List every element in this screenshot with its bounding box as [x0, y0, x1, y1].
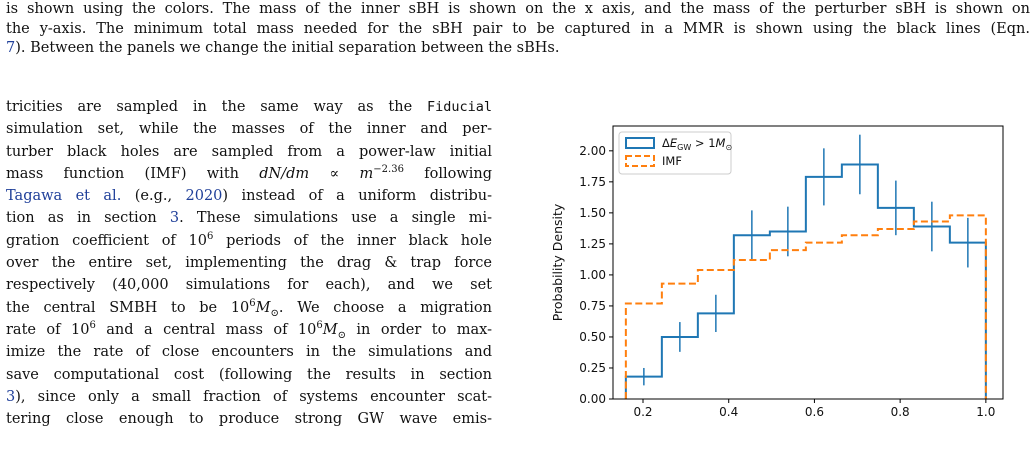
citation-link[interactable]: Tagawa et al. — [6, 188, 122, 205]
figure-caption: is shown using the colors. The mass of t… — [6, 0, 1030, 59]
equation-link[interactable]: 7 — [6, 40, 16, 56]
text-line: imize the rate of close encounters in th… — [6, 344, 492, 361]
text-line: turber black holes are sampled from a po… — [6, 143, 492, 160]
x-tick-label: 0.6 — [805, 405, 824, 419]
x-tick-label: 0.2 — [633, 405, 652, 419]
caption-line: is shown using the colors. The mass of t… — [6, 1, 1030, 17]
y-axis-label: Probability Density — [550, 203, 565, 321]
y-tick-label: 2.00 — [579, 144, 606, 158]
text-line: gration coefficient of 106 periods of th… — [6, 230, 492, 249]
gw-histogram-line — [624, 163, 987, 399]
x-axis-label: Mass Ratio — [774, 420, 842, 422]
legend-box — [618, 131, 732, 175]
caption-line: 7). Between the panels we change the ini… — [6, 40, 560, 56]
y-tick-label: 1.25 — [579, 237, 606, 251]
text-line: respectively (40,000 simulations for eac… — [6, 277, 492, 294]
text-line: the central SMBH to be 106M⊙. We choose … — [6, 297, 493, 319]
text-line: tion as in section 3. These simulations … — [6, 210, 492, 227]
simulation-set-name: Fiducial — [426, 99, 492, 115]
x-tick-label: 0.8 — [891, 405, 910, 419]
text-line: mass function (IMF) with dN/dm ∝ m−2.36 … — [6, 164, 492, 182]
legend-swatch-imf — [625, 155, 655, 167]
x-tick-label: 0.4 — [719, 405, 738, 419]
y-tick-label: 0.50 — [579, 330, 606, 344]
text-line: simulation set, while the masses of the … — [6, 121, 492, 138]
section-link[interactable]: 3 — [169, 210, 180, 227]
plot-frame — [612, 125, 1004, 400]
legend-label-gw: ΔEGW > 1M⊙ — [662, 136, 732, 152]
text-line: save computational cost (following the r… — [6, 366, 492, 383]
text-line: 3), since only a small fraction of syste… — [6, 388, 492, 405]
y-tick-label: 1.50 — [579, 206, 606, 220]
mass-ratio-histogram: 0.2 0.4 0.6 0.8 1.0 0.00 0.25 0.50 0.75 1.00 1.25 1… — [550, 125, 1004, 422]
text-line: over the entire set, implementing the dr… — [6, 255, 492, 272]
text-line: tricities are sampled in the same way as… — [6, 99, 492, 115]
text-line: tering close enough to produce strong GW… — [6, 411, 492, 428]
text-line: Tagawa et al. (e.g., 2020) instead of a … — [6, 188, 492, 205]
y-tick-label: 0.75 — [579, 299, 606, 313]
section-link[interactable]: 3 — [6, 388, 16, 405]
text-line: rate of 106 and a central mass of 106M⊙ … — [6, 320, 492, 341]
legend-swatch-gw — [625, 137, 655, 149]
y-tick-label: 1.75 — [579, 175, 606, 189]
legend: ΔEGW > 1M⊙ IMF — [618, 131, 732, 175]
legend-label-imf: IMF — [662, 154, 682, 168]
x-tick-label: 1.0 — [976, 405, 995, 419]
imf-histogram-line — [624, 214, 987, 399]
citation-year-link[interactable]: 2020 — [185, 188, 223, 205]
y-tick-label: 0.00 — [579, 392, 606, 406]
body-paragraph: tricities are sampled in the same way as… — [6, 96, 492, 430]
y-tick-label: 0.25 — [579, 361, 606, 375]
y-tick-label: 1.00 — [579, 268, 606, 282]
caption-line: the y-axis. The minimum total mass neede… — [6, 20, 1030, 37]
